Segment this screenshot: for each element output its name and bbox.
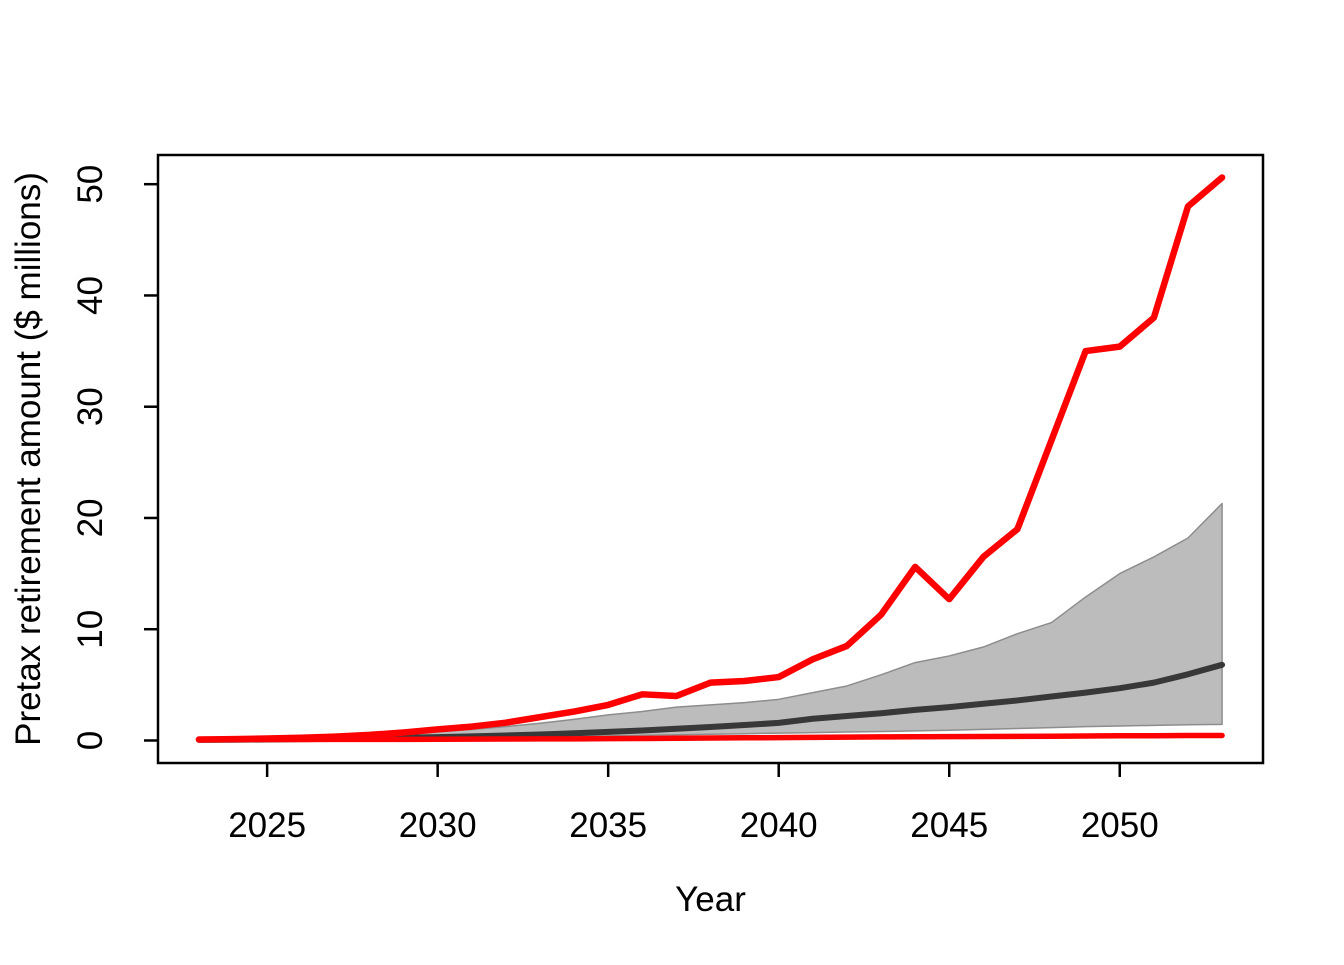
- x-axis-tick-label: 2040: [740, 806, 818, 845]
- x-axis-tick-label: 2030: [399, 806, 477, 845]
- plot-box: [156, 153, 1265, 765]
- x-axis-title: Year: [675, 880, 746, 919]
- y-axis-tick-label: 20: [71, 498, 110, 537]
- y-axis-tick-label: 30: [71, 387, 110, 426]
- x-axis-tick-label: 2035: [569, 806, 647, 845]
- maximum-trajectory-line: [195, 174, 1226, 743]
- x-axis-tick-label: 2050: [1081, 806, 1159, 845]
- y-axis-tick-label: 50: [71, 165, 110, 204]
- minimum-trajectory-line: [196, 732, 1225, 743]
- y-axis-tick-label: 10: [71, 610, 110, 649]
- x-axis-tick-label: 2025: [228, 806, 306, 845]
- y-axis-tick-label: 40: [71, 276, 110, 315]
- x-axis-tick-label: 2045: [910, 806, 988, 845]
- y-axis-tick-label: 0: [71, 731, 110, 750]
- y-axis-title: Pretax retirement amount ($ millions): [9, 172, 48, 746]
- quantile-band: [198, 502, 1223, 741]
